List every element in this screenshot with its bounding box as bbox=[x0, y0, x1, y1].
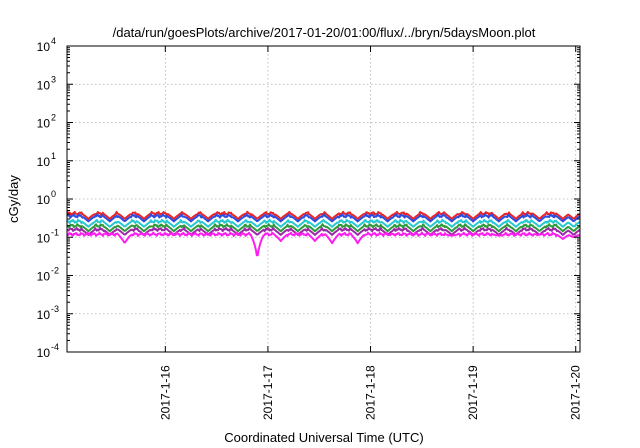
x-tick-label: 2017-1-17 bbox=[261, 365, 275, 420]
series-group bbox=[66, 210, 581, 257]
x-tick-label: 2017-1-19 bbox=[466, 365, 480, 420]
y-tick-label: 10 bbox=[37, 40, 51, 54]
x-tick-labels: 2017-1-16 2017-1-17 2017-1-18 2017-1-19 2017… bbox=[158, 365, 582, 420]
y-tick-exponent: -1 bbox=[51, 227, 59, 237]
series-line bbox=[66, 218, 581, 228]
y-tick-exponent: 4 bbox=[51, 36, 56, 46]
x-tick-label: 2017-1-20 bbox=[569, 365, 583, 420]
y-tick-label: 10 bbox=[37, 346, 51, 360]
grid bbox=[67, 46, 580, 352]
y-tick-exponent: 0 bbox=[51, 189, 56, 199]
y-tick-exponent: 1 bbox=[51, 151, 56, 161]
series-line bbox=[66, 226, 581, 236]
y-tick-label: 10 bbox=[37, 155, 51, 169]
y-tick-exponent: -4 bbox=[51, 342, 59, 352]
y-tick-exponent: -2 bbox=[51, 266, 59, 276]
series-line bbox=[66, 213, 581, 223]
y-tick-label: 10 bbox=[37, 193, 51, 207]
y-tick-label: 10 bbox=[37, 308, 51, 322]
series-line bbox=[66, 223, 581, 233]
x-tick-label: 2017-1-18 bbox=[364, 365, 378, 420]
y-tick-exponent: 2 bbox=[51, 113, 56, 123]
y-tick-label: 10 bbox=[37, 270, 51, 284]
x-axis-label: Coordinated Universal Time (UTC) bbox=[224, 430, 423, 445]
y-tick-exponent: -3 bbox=[51, 304, 59, 314]
x-tick-label: 2017-1-16 bbox=[158, 365, 172, 420]
y-tick-label: 10 bbox=[37, 231, 51, 245]
y-tick-exponent: 3 bbox=[51, 74, 56, 84]
series-line bbox=[66, 231, 581, 257]
y-tick-label: 10 bbox=[37, 117, 51, 131]
chart-title: /data/run/goesPlots/archive/2017-01-20/0… bbox=[113, 25, 536, 40]
y-axis-label: cGy/day bbox=[6, 175, 21, 223]
axis-ticks bbox=[67, 45, 580, 353]
y-tick-label: 10 bbox=[37, 78, 51, 92]
